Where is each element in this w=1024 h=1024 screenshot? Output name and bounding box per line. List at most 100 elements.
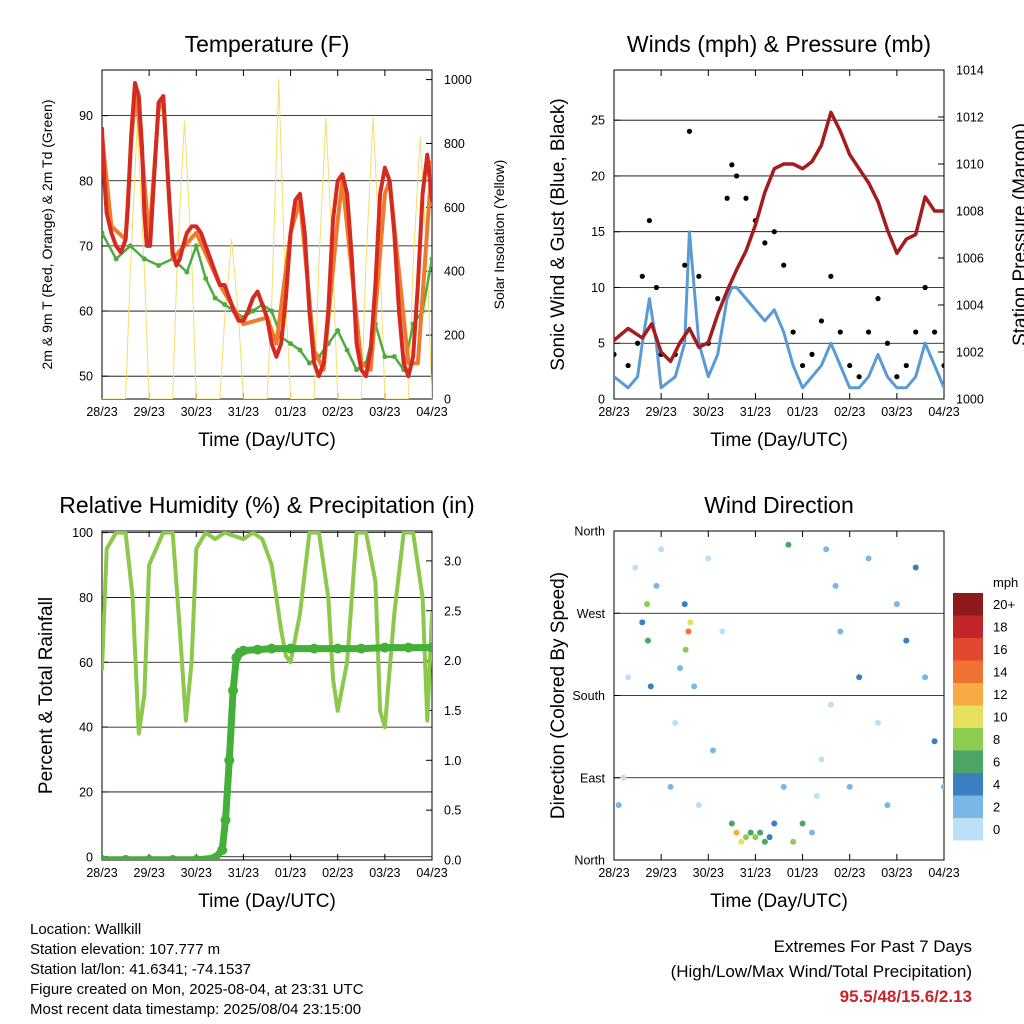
precip-point [332, 643, 343, 654]
humidity-panel [101, 530, 433, 861]
direction-point [728, 820, 735, 827]
direction-point [865, 555, 872, 562]
dewpoint-point [354, 367, 360, 373]
dewpoint-point [102, 230, 105, 236]
speed-legend-label: 0 [993, 822, 1000, 837]
gust-point [724, 195, 730, 201]
humidity-y2tick-label: 3.0 [444, 554, 461, 568]
precip-point [379, 642, 390, 653]
humidity-y2tick-label: 1.5 [444, 704, 461, 718]
humidity-y2tick-label: 2.0 [444, 654, 461, 668]
speed-legend-swatch [953, 683, 983, 706]
direction-point [837, 628, 844, 635]
dewpoint-line [102, 231, 432, 371]
speed-legend-swatch [953, 615, 983, 638]
humidity-xtick-label: 01/23 [275, 866, 306, 880]
humidity-xtick-label: 04/23 [416, 866, 447, 880]
temperature-xtick-label: 29/23 [134, 405, 165, 419]
direction-point [856, 674, 863, 681]
temperature-xtick-label: 03/23 [369, 405, 400, 419]
humidity-title: Relative Humidity (%) & Precipitation (i… [59, 492, 474, 518]
direction-ytick-label: East [580, 771, 606, 785]
winds-xtick-label: 30/23 [693, 405, 724, 419]
direction-point [719, 628, 726, 635]
gust-point [875, 296, 881, 302]
direction-point [790, 838, 797, 845]
winds-ytick-label: 0 [598, 393, 605, 407]
direction-point [733, 829, 740, 836]
direction-xtick-label: 29/23 [646, 866, 677, 880]
winds-ytick-label: 15 [591, 225, 605, 239]
speed-legend-swatch [953, 795, 983, 818]
temperature-y2tick-label: 1000 [444, 73, 472, 87]
speed-legend-label: 20+ [993, 597, 1015, 612]
temperature-panel [101, 69, 433, 400]
temperature-xtick-label: 30/23 [181, 405, 212, 419]
humidity-ytick-label: 40 [79, 721, 93, 735]
direction-point [682, 646, 689, 653]
direction-ytick-label: West [577, 607, 606, 621]
direction-point [884, 802, 891, 809]
direction-point [644, 601, 650, 608]
wind-speed-line [614, 230, 944, 390]
direction-xtick-label: 31/23 [740, 866, 771, 880]
direction-point [747, 829, 754, 836]
precip-point [220, 815, 231, 826]
speed-legend-label: 4 [993, 777, 1000, 792]
speed-legend-swatch [953, 773, 983, 796]
gust-point [762, 240, 768, 246]
temperature-y2tick-label: 0 [444, 393, 451, 407]
temperature-ytick-label: 90 [79, 109, 93, 123]
gust-point [941, 362, 944, 369]
direction-point [743, 834, 749, 841]
direction-xtick-label: 01/23 [787, 866, 818, 880]
dewpoint-point [306, 360, 312, 366]
temperature-xtick-label: 31/23 [228, 405, 259, 419]
direction-xtick-label: 02/23 [834, 866, 865, 880]
speed-legend-label: 16 [993, 642, 1007, 657]
precip-point [217, 845, 228, 856]
direction-point [667, 783, 674, 790]
precip-point [309, 643, 320, 654]
gust-point [837, 329, 843, 335]
direction-point [893, 601, 900, 608]
gust-point [809, 351, 815, 357]
direction-point [785, 541, 792, 548]
dewpoint-point [203, 275, 209, 281]
winds-xtick-label: 28/23 [598, 405, 629, 419]
winds-xlabel: Time (Day/UTC) [710, 430, 848, 451]
gust-point [715, 296, 721, 302]
speed-legend-label: 6 [993, 755, 1000, 770]
direction-point [695, 802, 702, 809]
rh-line [102, 531, 432, 736]
speed-legend-swatch [953, 750, 983, 773]
humidity-y2tick-label: 0.0 [444, 854, 461, 868]
direction-point [757, 829, 764, 836]
direction-xtick-label: 04/23 [928, 866, 959, 880]
winds-xtick-label: 31/23 [740, 405, 771, 419]
gust-point [799, 362, 806, 369]
station-elevation: Station elevation: 107.777 m [30, 941, 221, 958]
extremes-subtitle: (High/Low/Max Wind/Total Precipitation) [670, 962, 972, 981]
winds-ytick-label: 20 [591, 169, 605, 183]
direction-point [922, 674, 929, 681]
speed-legend-label: 10 [993, 710, 1007, 725]
precip-point [238, 645, 249, 656]
direction-point [691, 683, 698, 690]
winds-frame [613, 69, 945, 400]
direction-point [681, 601, 688, 608]
direction-xtick-label: 28/23 [598, 866, 629, 880]
humidity-xtick-label: 30/23 [181, 866, 212, 880]
direction-xtick-label: 30/23 [693, 866, 724, 880]
winds-y2tick-label: 1004 [956, 299, 984, 313]
gust-point [884, 340, 891, 346]
dewpoint-point [391, 354, 397, 360]
gust-point [729, 162, 735, 168]
temperature-y2label: Solar Insolation (Yellow) [491, 160, 507, 310]
winds-ytick-label: 5 [598, 337, 605, 351]
precip-point [403, 642, 414, 653]
gust-point [922, 284, 928, 291]
direction-point [672, 719, 679, 726]
station-info: Location: Wallkill Station elevation: 10… [30, 920, 364, 1020]
